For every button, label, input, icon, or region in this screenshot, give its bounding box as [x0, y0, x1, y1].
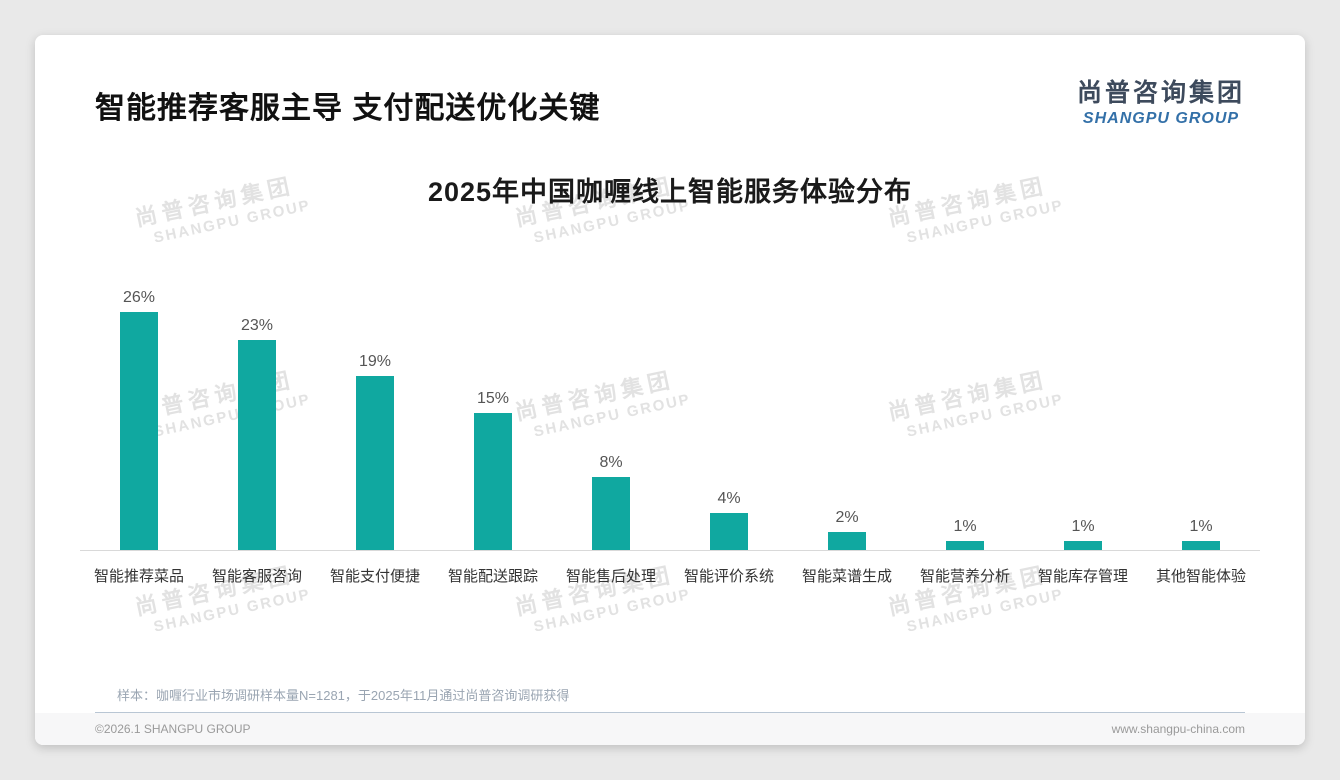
- bar: [1064, 541, 1102, 550]
- logo-english-text: SHANGPU GROUP: [1082, 110, 1240, 127]
- bar-value-label: 8%: [599, 454, 623, 471]
- bar-value-label: 1%: [953, 518, 977, 535]
- bar: [120, 312, 158, 550]
- watermark-english-text: SHANGPU GROUP: [532, 585, 693, 636]
- bar-column: 1%: [1024, 275, 1142, 550]
- copyright-text: ©2026.1 SHANGPU GROUP: [95, 722, 251, 736]
- bar-value-label: 4%: [717, 490, 741, 507]
- website-url: www.shangpu-china.com: [1111, 722, 1245, 736]
- category-label: 智能客服咨询: [211, 568, 302, 585]
- bar: [828, 532, 866, 550]
- bar: [1182, 541, 1220, 550]
- bar-value-label: 26%: [122, 289, 156, 306]
- bar-column: 15%: [434, 275, 552, 550]
- logo-chinese-text: 尚普咨询集团: [1076, 79, 1245, 107]
- bar-column: 1%: [906, 275, 1024, 550]
- bar: [356, 376, 394, 550]
- category-label: 智能库存管理: [1037, 568, 1128, 585]
- bar-value-label: 15%: [476, 390, 510, 407]
- bar: [946, 541, 984, 550]
- bar-column: 19%: [316, 275, 434, 550]
- x-axis-category-labels: 智能推荐菜品 智能客服咨询 智能支付便捷 智能配送跟踪 智能售后处理 智能评价系统 智能菜谱…: [80, 565, 1260, 586]
- header: 智能推荐客服主导 支付配送优化关键 尚普咨询集团 SHANGPU GROUP: [95, 65, 1245, 128]
- company-logo: 尚普咨询集团 SHANGPU GROUP: [1077, 73, 1245, 128]
- bar-value-label: 23%: [240, 317, 274, 334]
- bar-column: 4%: [670, 275, 788, 550]
- sample-note: 样本：咖喱行业市场调研样本量N=1281，于2025年11月通过尚普咨询调研获得: [117, 688, 570, 703]
- bar-column: 23%: [198, 275, 316, 550]
- bar-column: 2%: [788, 275, 906, 550]
- category-label: 其他智能体验: [1155, 568, 1246, 585]
- category-label: 智能营养分析: [919, 568, 1010, 585]
- bar-value-label: 19%: [358, 353, 392, 370]
- bar-column: 8%: [552, 275, 670, 550]
- bar: [710, 513, 748, 550]
- bar: [474, 413, 512, 550]
- bar: [592, 477, 630, 550]
- bar: [238, 340, 276, 550]
- slide-card: 尚普咨询集团 SHANGPU GROUP 尚普咨询集团 SHANGPU GROUP 尚普…: [35, 35, 1305, 745]
- watermark-english-text: SHANGPU GROUP: [905, 585, 1066, 636]
- bar-column: 26%: [80, 275, 198, 550]
- category-label: 智能配送跟踪: [447, 568, 538, 585]
- bar-chart-plot-area: 26% 23% 19% 15% 8% 4% 2% 1% 1% 1%: [80, 275, 1260, 551]
- category-label: 智能售后处理: [565, 568, 656, 585]
- watermark-english-text: SHANGPU GROUP: [152, 585, 313, 636]
- category-label: 智能支付便捷: [329, 568, 420, 585]
- footer: ©2026.1 SHANGPU GROUP www.shangpu-china.…: [95, 712, 1245, 745]
- page-title: 智能推荐客服主导 支付配送优化关键: [95, 92, 601, 125]
- bar-column: 1%: [1142, 275, 1260, 550]
- bar-value-label: 2%: [835, 509, 859, 526]
- category-label: 智能评价系统: [683, 568, 774, 585]
- footer-background: [35, 713, 1305, 745]
- category-label: 智能菜谱生成: [801, 568, 892, 585]
- category-label: 智能推荐菜品: [93, 568, 184, 585]
- chart-title: 2025年中国咖喱线上智能服务体验分布: [427, 177, 913, 207]
- bar-value-label: 1%: [1189, 518, 1213, 535]
- bar-value-label: 1%: [1071, 518, 1095, 535]
